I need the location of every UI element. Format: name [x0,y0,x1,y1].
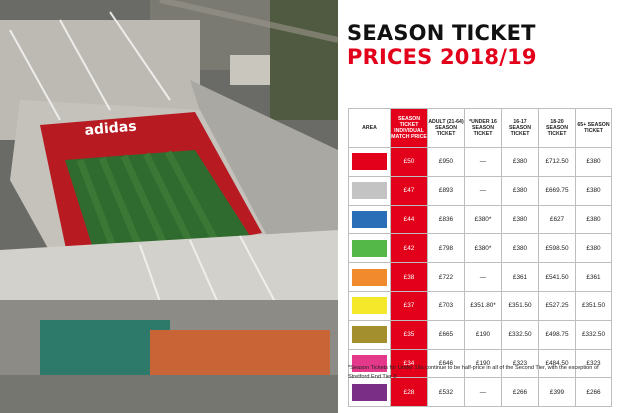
price-cell: £665 [427,319,465,350]
table-row: £47 £893— £380 £669.75 £380 [348,175,612,206]
price-cell: £527.25 [538,290,576,321]
stadium-aerial-photo: adidas [0,0,338,413]
price-cell: £361 [501,262,539,292]
area-cell [348,290,391,321]
price-cell: £190 [464,319,502,350]
price-cell: £498.75 [538,319,576,350]
price-cell: — [464,377,502,408]
price-cell: £893 [427,175,465,206]
price-cell: £380* [464,233,502,264]
price-cell: £332.50 [575,319,612,350]
area-color-swatch [352,239,387,257]
table-row: £34 £646 £190 £323 £484.50 £323 [348,348,612,379]
area-cell [348,377,391,408]
price-cell: £266 [501,377,539,408]
price-cell: £380 [575,147,612,177]
header-16-17: 16-17 SEASON TICKET [501,108,539,148]
stand-sign-text: adidas [84,119,137,139]
price-cell: £266 [575,377,612,408]
table-row: £42 £798 £380* £380 £598.50 £380 [348,233,612,264]
price-cell: £380 [501,147,539,177]
price-cell: £380* [464,204,502,235]
price-cell: £38 [390,262,428,292]
header-65plus: 65+ SEASON TICKET [575,108,612,148]
area-color-swatch [352,182,387,200]
price-cell: £627 [538,204,576,235]
price-cell: £703 [427,290,465,321]
price-cell: £380 [501,175,539,206]
price-cell: £28 [390,377,428,408]
header-area: AREA [348,108,391,148]
area-color-swatch [352,268,387,286]
price-cell: £37 [390,290,428,321]
price-cell: £380 [501,204,539,235]
area-color-swatch [352,153,387,171]
price-cell: £361 [575,262,612,292]
price-cell: £836 [427,204,465,235]
header-under16: *UNDER 16 SEASON TICKET [464,108,502,148]
price-cell: £541.50 [538,262,576,292]
page-title: SEASON TICKET [347,21,536,45]
area-color-swatch [352,354,387,372]
area-cell [348,175,391,206]
price-cell: £646 [427,348,465,379]
area-cell [348,147,391,177]
price-cell: £323 [575,348,612,379]
price-cell: £798 [427,233,465,264]
price-cell: £399 [538,377,576,408]
area-color-swatch [352,210,387,228]
header-18-20: 18-20 SEASON TICKET [538,108,576,148]
price-cell: £332.50 [501,319,539,350]
price-cell: £380 [575,204,612,235]
price-cell: — [464,175,502,206]
price-cell: £532 [427,377,465,408]
price-cell: £669.75 [538,175,576,206]
table-row: £38 £722— £361 £541.50 £361 [348,262,612,292]
table-row: £37 £703 £351.80* £351.50 £527.25 £351.50 [348,290,612,321]
price-cell: £380 [575,233,612,264]
page-subtitle: PRICES 2018/19 [347,45,537,69]
price-cell: £50 [390,147,428,177]
table-row: £28 £532— £266 £399 £266 [348,377,612,408]
price-cell: £380 [501,233,539,264]
area-cell [348,233,391,264]
header-adult: ADULT (21-64) SEASON TICKET [427,108,465,148]
table-row: £44 £836 £380* £380 £627 £380 [348,204,612,235]
area-cell [348,319,391,350]
price-cell: — [464,262,502,292]
price-cell: £351.80* [464,290,502,321]
price-cell: £950 [427,147,465,177]
price-cell: £351.50 [501,290,539,321]
price-cell: £712.50 [538,147,576,177]
table-row: £35 £665 £190 £332.50 £498.75 £332.50 [348,319,612,350]
area-cell [348,204,391,235]
price-panel: SEASON TICKET PRICES 2018/19 AREA SEASON… [338,0,620,413]
price-cell: £351.50 [575,290,612,321]
price-cell: £35 [390,319,428,350]
header-match-price: SEASON TICKET INDIVIDUAL MATCH PRICE [390,108,428,148]
price-cell: £484.50 [538,348,576,379]
price-cell: £598.50 [538,233,576,264]
price-cell: — [464,147,502,177]
area-cell [348,262,391,292]
price-cell: £722 [427,262,465,292]
price-cell: £47 [390,175,428,206]
price-table: AREA SEASON TICKET INDIVIDUAL MATCH PRIC… [348,108,612,408]
footnote: *Season Tickets for Under 16s continue t… [348,365,599,380]
area-color-swatch [352,326,387,344]
area-color-swatch [352,297,387,315]
price-cell: £44 [390,204,428,235]
price-cell: £42 [390,233,428,264]
area-color-swatch [352,383,387,401]
price-cell: £380 [575,175,612,206]
table-row: £50 £950— £380 £712.50 £380 [348,147,612,177]
